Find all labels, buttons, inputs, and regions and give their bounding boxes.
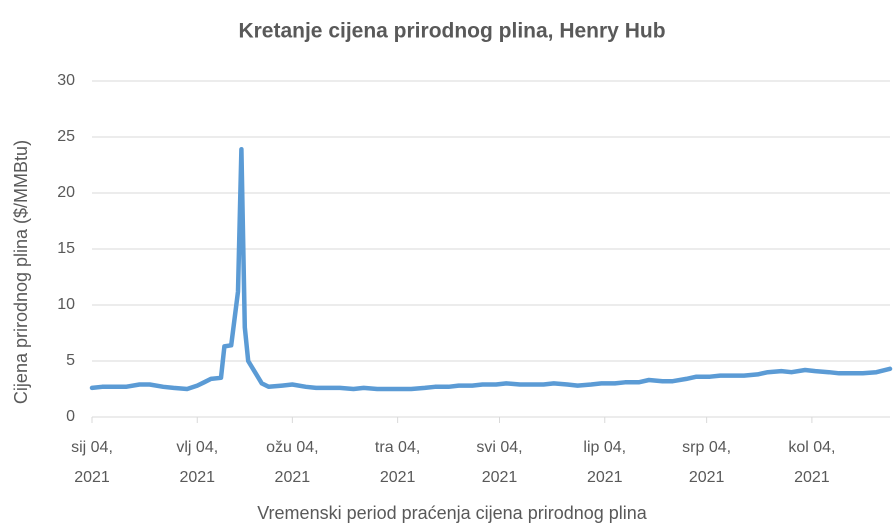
x-tick-label: ožu 04, 2021 xyxy=(266,439,318,486)
x-tick-label: tra 04, 2021 xyxy=(375,439,420,486)
y-tick-label: 30 xyxy=(57,72,75,89)
x-tick-label: svi 04, 2021 xyxy=(476,439,522,486)
y-tick-label: 20 xyxy=(57,184,75,201)
x-axis-title: Vremenski period praćenja cijena prirodn… xyxy=(257,503,648,523)
x-tick-label: lip 04, 2021 xyxy=(583,439,626,486)
chart-title: Kretanje cijena prirodnog plina, Henry H… xyxy=(238,20,665,43)
x-tick-label: vlj 04, 2021 xyxy=(176,439,218,486)
x-tick-label: sij 04, 2021 xyxy=(71,439,113,486)
y-tick-label: 5 xyxy=(66,352,75,369)
y-tick-label: 0 xyxy=(66,408,75,425)
x-tick-label: srp 04, 2021 xyxy=(682,439,731,486)
y-tick-label: 25 xyxy=(57,128,75,145)
y-tick-label: 10 xyxy=(57,296,75,313)
y-tick-label: 15 xyxy=(57,240,75,257)
data-line xyxy=(89,147,893,392)
x-tick-label: kol 04, 2021 xyxy=(788,439,835,486)
y-axis-title: Cijena prirodnog plina ($/MMBtu) xyxy=(11,140,31,404)
